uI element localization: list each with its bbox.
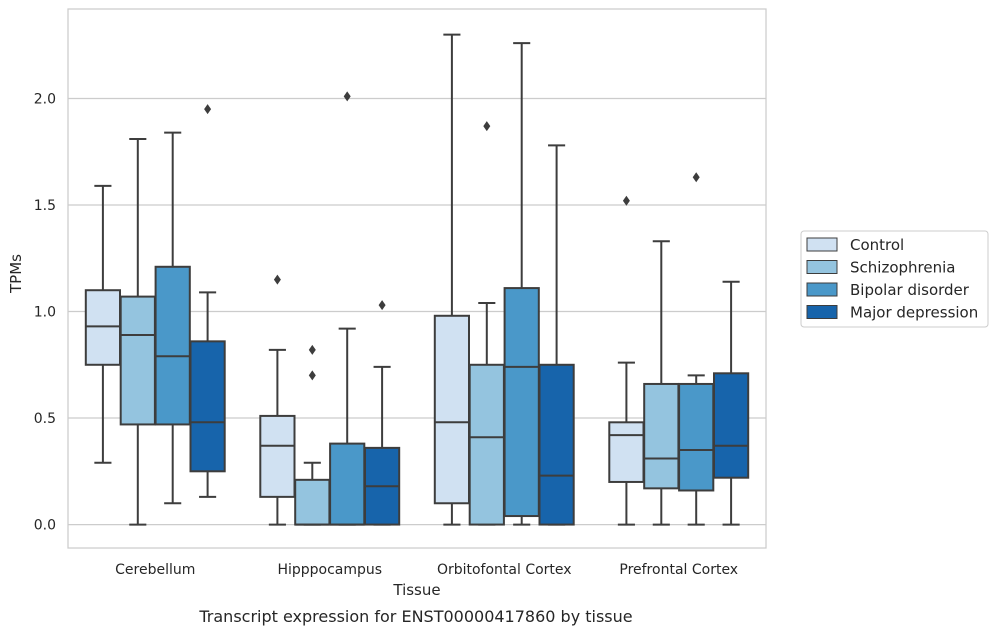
box-control xyxy=(608,195,645,526)
legend-label: Major depression xyxy=(850,304,978,322)
y-axis-title: TPMs xyxy=(7,254,25,294)
y-tick-label: 1.0 xyxy=(34,305,56,321)
legend-label: Control xyxy=(850,236,904,254)
box-control xyxy=(433,33,471,526)
box-schizophrenia xyxy=(119,137,156,526)
box xyxy=(294,478,331,526)
outlier-point xyxy=(692,172,700,183)
y-tick-labels: 0.0 0.5 1.0 1.5 2.0 xyxy=(34,91,56,533)
box xyxy=(643,382,680,490)
figure-caption: Transcript expression for ENST0000041786… xyxy=(198,607,632,626)
x-tick-label: Cerebellum xyxy=(115,562,195,578)
y-tick-label: 0.5 xyxy=(34,411,56,427)
box xyxy=(538,363,575,526)
y-tick-label: 0.0 xyxy=(34,518,56,534)
legend-item: Major depression xyxy=(806,304,978,322)
outlier-point xyxy=(378,300,386,311)
legend-swatch xyxy=(806,237,838,252)
outlier-point xyxy=(622,195,630,206)
box-control xyxy=(259,274,296,526)
box-schizophrenia xyxy=(468,121,505,526)
box xyxy=(259,414,296,498)
legend-item: Bipolar disorder xyxy=(806,281,970,299)
outlier-point xyxy=(204,104,212,115)
box-bipolar-disorder xyxy=(154,131,191,505)
y-tick-label: 2.0 xyxy=(34,91,56,107)
box xyxy=(608,421,645,483)
box-bipolar-disorder xyxy=(503,42,540,526)
box-bipolar-disorder xyxy=(678,172,715,526)
legend-label: Schizophrenia xyxy=(850,259,955,277)
outlier-point xyxy=(308,370,316,381)
box-major-depression xyxy=(538,144,575,526)
box-plots xyxy=(84,33,750,526)
outlier-point xyxy=(483,121,491,132)
box-bipolar-disorder xyxy=(329,91,366,526)
box-major-depression xyxy=(712,280,750,526)
outlier-point xyxy=(343,91,351,102)
legend-swatch xyxy=(806,305,838,319)
legend-label: Bipolar disorder xyxy=(850,281,970,299)
x-tick-labels: Cerebellum Hipppocampus Orbitofontal Corte… xyxy=(115,562,738,578)
box xyxy=(189,340,226,473)
box xyxy=(468,363,505,526)
y-tick-label: 1.5 xyxy=(34,198,56,214)
box xyxy=(154,265,191,426)
box-schizophrenia xyxy=(294,344,331,526)
box-major-depression xyxy=(189,104,226,498)
box xyxy=(433,314,471,505)
box xyxy=(329,442,366,526)
outlier-point xyxy=(308,344,316,355)
x-tick-label: Prefrontal Cortex xyxy=(619,562,738,578)
legend-item: Schizophrenia xyxy=(806,259,955,277)
box xyxy=(503,287,540,518)
x-axis-title: Tissue xyxy=(392,581,440,599)
outlier-point xyxy=(273,274,281,285)
legend-swatch xyxy=(806,282,838,297)
box-schizophrenia xyxy=(643,240,680,526)
box xyxy=(712,372,750,479)
box-major-depression xyxy=(363,300,401,526)
legend-item: Control xyxy=(806,236,904,254)
box-control xyxy=(84,184,122,464)
box xyxy=(678,382,715,492)
x-tick-label: Hipppocampus xyxy=(277,562,382,578)
legend: Control Schizophrenia Bipolar disorder Majo… xyxy=(800,230,989,328)
legend-swatch xyxy=(806,260,838,274)
box xyxy=(84,289,122,366)
plot-frame xyxy=(67,8,767,549)
box xyxy=(119,295,156,426)
legend-frame xyxy=(800,230,989,328)
x-tick-label: Orbitofontal Cortex xyxy=(437,562,572,578)
